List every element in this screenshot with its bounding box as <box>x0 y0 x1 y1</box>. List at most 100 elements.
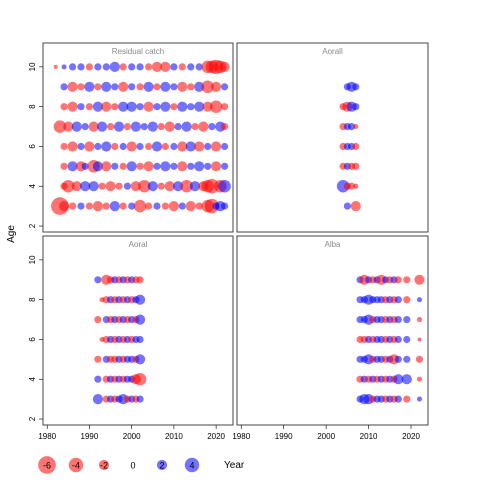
panel-aorall: Aorall <box>236 42 429 233</box>
legend-label: 2 <box>159 461 164 471</box>
bubble-age7-2005 <box>147 121 158 132</box>
bubble-age7-2022 <box>221 123 229 131</box>
bubble-age6-2018 <box>204 142 212 151</box>
y-tick-label: 2 <box>28 223 37 228</box>
bubble-age5-2022 <box>221 162 229 170</box>
bubble-age3-1990 <box>85 202 93 210</box>
y-tick-label: 6 <box>28 337 37 342</box>
bubble-age9-2018 <box>201 80 214 94</box>
bubble-age6-2020 <box>211 141 222 152</box>
bubble-age7-1993 <box>97 121 108 132</box>
bubble-age6-1986 <box>67 141 78 152</box>
bubble-age9-2007 <box>352 83 360 91</box>
legend-layer: -6 -4 -2 0 2 4 Year <box>38 456 245 474</box>
bubble-age3-2014 <box>185 201 196 212</box>
bubble-age7-2013 <box>181 121 192 132</box>
bubble-age9-1984 <box>60 83 68 91</box>
bubble-age8-2018 <box>202 101 213 112</box>
bubble-age5-2008 <box>160 161 171 172</box>
bubble-age3-1984 <box>59 201 70 212</box>
y-tick-label: 8 <box>28 297 37 302</box>
bubble-age4-1992 <box>94 375 102 383</box>
bubble-age5-2016 <box>194 161 205 172</box>
bubble-age7-1999 <box>123 123 131 131</box>
bubble-age3-2022 <box>221 202 229 210</box>
bubble-age4-2011 <box>173 181 184 192</box>
bubble-age6-1998 <box>119 142 127 151</box>
bubble-age8-2002 <box>135 294 146 305</box>
bubble-age6-2022 <box>221 142 229 151</box>
bubble-age8-2012 <box>177 101 188 112</box>
x-tick-label: 1990 <box>81 432 99 441</box>
panel-frame <box>236 235 429 426</box>
bubble-age5-1994 <box>101 161 112 172</box>
bubble-age4-1995 <box>105 181 116 192</box>
bubble-age4-2002 <box>133 372 147 386</box>
bubble-age7-2007 <box>157 123 165 131</box>
bubble-age9-2022 <box>414 274 425 285</box>
bubble-age4-1999 <box>123 182 131 190</box>
panel-title: Aoral <box>129 240 148 249</box>
bubble-age3-2002 <box>136 395 144 403</box>
bubble-age9-2016 <box>194 81 205 92</box>
x-axis-title: Year <box>224 460 245 471</box>
legend-label: 4 <box>189 461 194 471</box>
bubble-age4-2017 <box>393 374 404 385</box>
bubble-age6-2022 <box>417 337 422 342</box>
bubble-age3-1986 <box>69 202 77 210</box>
panel-aoral: Aoral <box>42 235 234 426</box>
y-axis-title: Age <box>6 225 17 243</box>
bubble-age9-2019 <box>403 276 411 284</box>
bubble-age7-1991 <box>88 121 99 132</box>
legend-label: -4 <box>72 461 80 471</box>
bubble-age4-2006 <box>348 182 356 190</box>
bubble-age7-2006 <box>348 123 356 131</box>
bubble-age5-1984 <box>60 162 68 170</box>
y-tick-label: 10 <box>28 62 37 71</box>
bubble-age7-1989 <box>81 123 89 131</box>
bubble-age4-1985 <box>62 179 75 193</box>
bubble-age3-2006 <box>153 202 161 210</box>
bubble-age7-2017 <box>394 316 402 324</box>
bubble-age8-2004 <box>143 101 154 112</box>
x-tick-label: 2010 <box>165 432 183 441</box>
bubble-age4-2013 <box>180 179 193 193</box>
bubble-age6-2017 <box>394 335 402 344</box>
bubble-age6-2016 <box>194 141 205 152</box>
bubble-age10-2022 <box>219 61 230 72</box>
y-tick-label: 8 <box>28 104 37 109</box>
bubble-age6-1996 <box>111 142 119 151</box>
bubble-age8-2000 <box>126 101 137 112</box>
bubble-age8-2017 <box>394 296 402 304</box>
bubble-age9-2002 <box>136 83 144 91</box>
bubble-age6-2010 <box>170 142 178 151</box>
bubble-age9-1986 <box>67 81 78 92</box>
bubble-age9-1998 <box>118 81 129 92</box>
bubble-age6-2012 <box>177 141 188 152</box>
bubble-age3-1988 <box>77 202 85 210</box>
bubble-age3-2016 <box>195 202 203 210</box>
bubble-age9-2010 <box>170 83 178 91</box>
bubble-age10-2000 <box>128 63 136 71</box>
bubble-age9-2017 <box>394 276 402 284</box>
panel-title: Aorall <box>322 47 343 56</box>
legend-label: 0 <box>130 461 135 471</box>
x-tick-label: 1990 <box>275 432 293 441</box>
y-tick-label: 4 <box>28 376 37 381</box>
bubble-age4-2022 <box>416 376 423 382</box>
bubble-age4-1987 <box>71 181 82 192</box>
bubble-age8-2014 <box>187 103 195 111</box>
bubble-age8-2007 <box>352 103 360 111</box>
bubble-age3-1992 <box>92 394 103 405</box>
bubble-age3-2019 <box>403 395 411 403</box>
bubble-age5-2002 <box>136 162 144 170</box>
bubble-age8-2006 <box>153 103 161 111</box>
bubble-age7-2002 <box>135 314 146 325</box>
x-tick-label: 1980 <box>38 432 56 441</box>
bubble-age5-2010 <box>170 162 178 170</box>
bubble-age10-1990 <box>85 63 93 71</box>
bubble-age8-2002 <box>136 103 144 111</box>
legend-bubble <box>156 459 168 471</box>
bubble-age7-1995 <box>107 123 115 131</box>
legend-label: -6 <box>43 461 51 471</box>
